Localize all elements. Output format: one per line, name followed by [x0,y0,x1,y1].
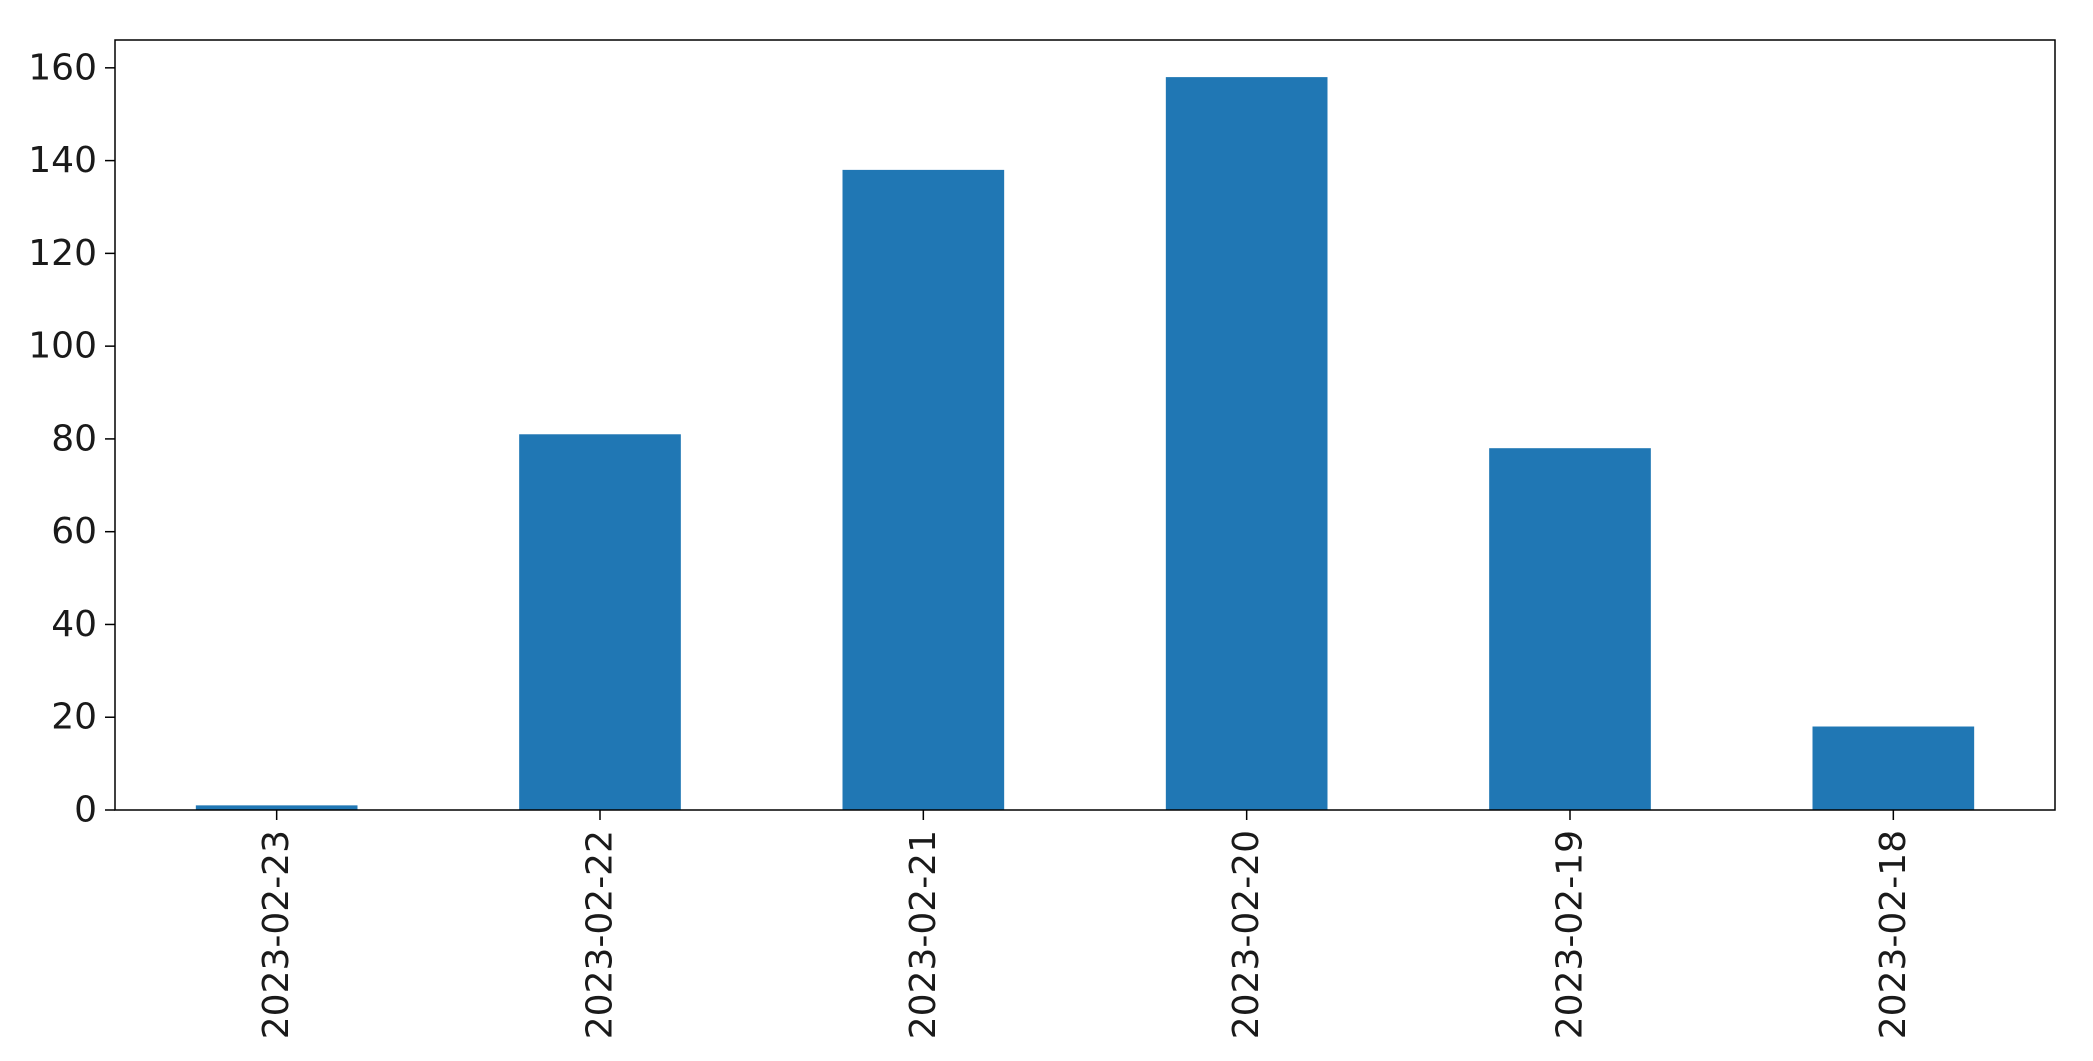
x-tick-label: 2023-02-22 [580,830,621,1039]
y-tick-label: 0 [74,790,97,831]
x-tick-label: 2023-02-21 [903,830,944,1039]
bar [519,434,681,810]
y-tick-label: 140 [28,140,97,181]
bars-layer [195,77,1975,810]
bar [1165,77,1328,810]
bar [1812,726,1975,810]
x-tick-label: 2023-02-23 [256,830,297,1039]
bar [842,169,1005,810]
y-tick-label: 100 [28,326,97,367]
y-tick-label: 160 [28,47,97,88]
y-tick-label: 120 [28,233,97,274]
x-tick-label: 2023-02-19 [1550,830,1591,1039]
plot-frame [114,39,2056,811]
y-tick-label: 60 [51,511,97,552]
bar [195,805,358,810]
x-tick-label: 2023-02-18 [1873,830,1914,1039]
y-tick-label: 80 [51,418,97,459]
bar [1489,448,1651,810]
y-tick-label: 20 [51,697,97,738]
y-axis: 0 20 40 60 80 100 120 140 160 [28,47,115,831]
x-axis: 2023-02-23 2023-02-22 2023-02-21 2023-02-20… [256,810,1914,1039]
x-tick-label: 2023-02-20 [1226,830,1267,1039]
y-tick-label: 40 [51,604,97,645]
